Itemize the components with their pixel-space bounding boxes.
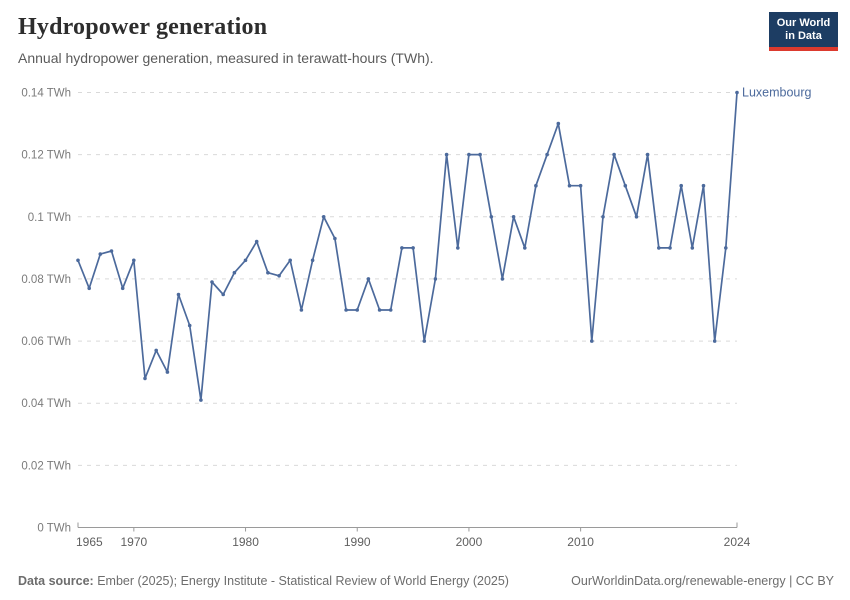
data-point-marker[interactable]: [590, 339, 594, 343]
data-point-marker[interactable]: [701, 183, 706, 188]
data-point-marker[interactable]: [232, 270, 237, 275]
data-point-marker[interactable]: [187, 323, 192, 328]
data-point-marker[interactable]: [478, 152, 482, 157]
x-axis-tick-label: 1980: [232, 535, 259, 549]
data-point-marker[interactable]: [545, 152, 549, 157]
page-title: Hydropower generation: [18, 14, 268, 40]
data-point-marker[interactable]: [321, 215, 326, 219]
data-point-marker[interactable]: [277, 274, 281, 278]
y-axis-tick-label: 0 TWh: [37, 523, 71, 535]
data-point-marker[interactable]: [444, 152, 449, 157]
data-point-marker[interactable]: [489, 215, 494, 219]
data-point-marker[interactable]: [266, 270, 270, 275]
data-point-marker[interactable]: [467, 152, 471, 157]
data-point-marker[interactable]: [299, 308, 304, 312]
owid-logo: Our World in Data: [769, 12, 838, 51]
chart-footer: Data source: Ember (2025); Energy Instit…: [18, 574, 834, 588]
data-point-marker[interactable]: [433, 277, 438, 281]
data-point-marker[interactable]: [176, 292, 181, 297]
data-point-marker[interactable]: [98, 252, 103, 256]
chart-header: Hydropower generation Annual hydropower …: [18, 14, 650, 66]
series-luxembourg[interactable]: [76, 90, 739, 402]
x-axis-tick-label: 2000: [456, 535, 483, 549]
line-chart: 0 TWh 0.02 TWh 0.04 TWh 0.06 TWh 0.08 TWh 0.1…: [21, 86, 812, 550]
owid-logo-line2: in Data: [785, 30, 822, 42]
data-point-marker[interactable]: [500, 277, 505, 281]
data-point-marker[interactable]: [388, 308, 393, 312]
data-point-marker[interactable]: [679, 183, 683, 188]
x-axis-tick-label: 1965: [76, 535, 103, 549]
data-point-marker[interactable]: [120, 286, 125, 291]
x-axis-tick-label: 2010: [567, 535, 594, 549]
data-point-marker[interactable]: [76, 258, 80, 263]
data-point-marker[interactable]: [712, 339, 717, 343]
data-point-marker[interactable]: [735, 90, 739, 95]
x-axis-tick-label: 1970: [120, 535, 147, 549]
data-point-marker[interactable]: [601, 215, 605, 219]
data-point-marker[interactable]: [366, 277, 371, 281]
data-point-marker[interactable]: [254, 239, 259, 244]
y-axis-tick-label: 0.08 TWh: [21, 274, 71, 286]
owid-logo-line1: Our World: [776, 17, 831, 29]
data-point-marker[interactable]: [377, 308, 382, 312]
data-point-marker[interactable]: [645, 152, 650, 157]
data-point-marker[interactable]: [668, 246, 672, 250]
x-axis-tick-label: 2024: [724, 535, 751, 549]
data-point-marker[interactable]: [143, 376, 147, 381]
data-point-marker[interactable]: [612, 152, 616, 157]
data-point-marker[interactable]: [623, 183, 628, 188]
data-point-marker[interactable]: [154, 348, 158, 353]
data-point-marker[interactable]: [657, 246, 661, 250]
data-point-marker[interactable]: [333, 236, 337, 241]
data-point-marker[interactable]: [355, 308, 360, 312]
data-point-marker[interactable]: [411, 246, 415, 250]
data-point-marker[interactable]: [400, 246, 404, 250]
data-point-marker[interactable]: [210, 280, 214, 284]
data-point-marker[interactable]: [344, 308, 348, 312]
y-axis-tick-label: 0.12 TWh: [21, 150, 71, 162]
y-axis-tick-label: 0.06 TWh: [21, 336, 71, 348]
owid-url-license[interactable]: OurWorldinData.org/renewable-energy | CC…: [571, 574, 834, 588]
data-point-marker[interactable]: [534, 183, 538, 188]
data-point-marker[interactable]: [634, 215, 639, 219]
data-point-marker[interactable]: [690, 246, 695, 250]
data-point-marker[interactable]: [578, 183, 583, 188]
data-source-label: Data source:: [18, 574, 94, 588]
x-axis-tick-label: 1990: [344, 535, 371, 549]
data-point-marker[interactable]: [288, 258, 293, 263]
data-point-marker[interactable]: [310, 258, 315, 263]
data-point-marker[interactable]: [132, 258, 136, 263]
data-point-marker[interactable]: [109, 249, 114, 253]
y-axis-tick-label: 0.14 TWh: [21, 88, 71, 100]
data-point-marker[interactable]: [199, 398, 203, 402]
data-point-marker[interactable]: [87, 286, 91, 291]
data-point-marker[interactable]: [556, 121, 561, 126]
data-point-marker[interactable]: [511, 215, 516, 219]
data-point-marker[interactable]: [724, 246, 728, 250]
data-source-text: Ember (2025); Energy Institute - Statist…: [93, 574, 509, 588]
data-point-marker[interactable]: [422, 339, 427, 343]
data-point-marker[interactable]: [523, 246, 527, 250]
y-axis-tick-label: 0.02 TWh: [21, 460, 71, 472]
data-point-marker[interactable]: [567, 183, 572, 188]
data-point-marker[interactable]: [456, 246, 460, 250]
chart-subtitle: Annual hydropower generation, measured i…: [18, 50, 434, 66]
data-source-note: Data source: Ember (2025); Energy Instit…: [18, 574, 509, 588]
series-label-luxembourg[interactable]: Luxembourg: [742, 86, 812, 100]
data-point-marker[interactable]: [243, 258, 248, 263]
data-point-marker[interactable]: [221, 292, 225, 297]
y-axis-tick-label: 0.04 TWh: [21, 398, 71, 410]
series-line[interactable]: [77, 92, 738, 401]
y-axis-tick-label: 0.1 TWh: [28, 212, 71, 224]
data-point-marker[interactable]: [165, 370, 170, 374]
